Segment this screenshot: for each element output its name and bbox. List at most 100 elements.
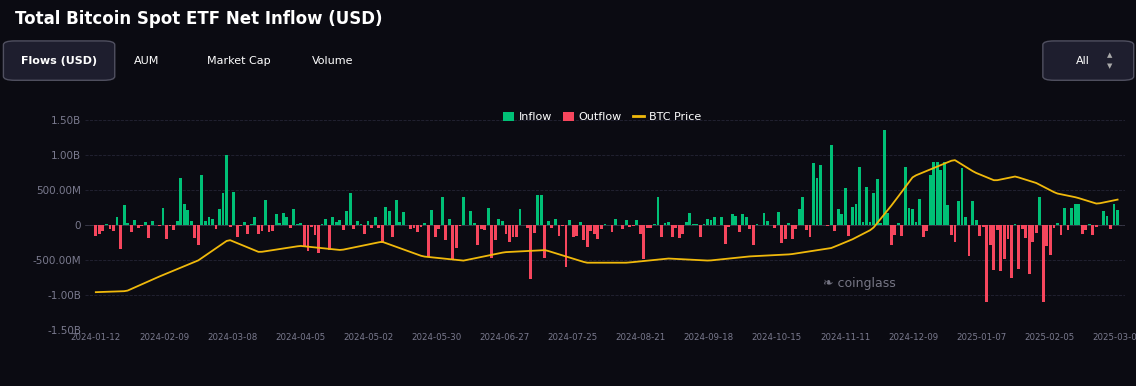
Text: AUM: AUM <box>134 56 159 66</box>
Bar <box>667 222 670 225</box>
Bar <box>384 207 387 225</box>
Text: Total Bitcoin Spot ETF Net Inflow (USD): Total Bitcoin Spot ETF Net Inflow (USD) <box>15 10 383 28</box>
Bar <box>314 225 317 235</box>
Bar <box>975 220 978 225</box>
Bar <box>381 225 384 243</box>
Bar <box>335 222 337 225</box>
Bar <box>568 220 571 225</box>
Bar <box>854 203 858 225</box>
Bar <box>625 220 627 225</box>
Bar <box>819 165 822 225</box>
Bar <box>752 225 754 245</box>
Bar <box>236 225 239 237</box>
Bar <box>1000 225 1002 271</box>
Bar <box>310 225 312 227</box>
Bar <box>638 225 642 234</box>
Bar <box>794 225 797 229</box>
Bar <box>282 213 285 225</box>
Bar <box>320 223 324 225</box>
Bar <box>151 221 153 225</box>
Bar <box>324 218 327 225</box>
Bar <box>774 225 776 228</box>
Bar <box>232 192 235 225</box>
Bar <box>211 218 214 225</box>
Bar <box>197 225 200 245</box>
Bar <box>904 167 907 225</box>
Bar <box>749 225 751 229</box>
Bar <box>412 225 416 228</box>
Text: Market Cap: Market Cap <box>207 56 272 66</box>
Bar <box>929 175 932 225</box>
Bar <box>419 225 423 227</box>
Bar <box>707 220 709 225</box>
Bar <box>1053 225 1055 228</box>
Bar <box>469 211 471 225</box>
Bar <box>603 224 607 225</box>
Bar <box>367 221 369 225</box>
Bar <box>575 225 578 236</box>
Bar <box>94 225 98 236</box>
Bar <box>126 223 130 225</box>
Bar <box>144 222 147 225</box>
Bar <box>889 225 893 245</box>
Bar <box>190 221 193 225</box>
Bar <box>218 210 222 225</box>
Bar <box>1035 225 1037 234</box>
Bar <box>504 225 508 234</box>
Bar <box>161 208 165 225</box>
Bar <box>1077 204 1080 225</box>
Bar <box>536 195 540 225</box>
Bar <box>317 225 320 254</box>
Bar <box>300 223 302 225</box>
Bar <box>1003 225 1005 259</box>
Bar <box>257 225 260 234</box>
Bar <box>529 225 532 279</box>
Bar <box>816 178 818 225</box>
Bar <box>777 212 779 225</box>
Bar <box>395 200 398 225</box>
Bar <box>1085 225 1087 230</box>
Bar <box>911 209 914 225</box>
Bar <box>554 219 557 225</box>
Bar <box>600 225 603 229</box>
Bar <box>578 222 582 225</box>
Bar <box>766 221 769 225</box>
Bar <box>590 225 592 231</box>
Text: ❧ coinglass: ❧ coinglass <box>824 277 896 290</box>
Bar <box>879 223 883 225</box>
Bar <box>632 225 635 226</box>
Bar <box>540 195 543 225</box>
Bar <box>519 209 521 225</box>
Bar <box>193 225 197 239</box>
Bar <box>762 213 766 225</box>
Bar <box>834 225 836 231</box>
Bar <box>186 210 190 225</box>
Bar <box>837 209 840 225</box>
Bar <box>968 225 970 256</box>
Bar <box>345 211 349 225</box>
Bar <box>628 225 632 227</box>
Bar <box>866 187 868 225</box>
Bar <box>610 225 613 232</box>
Bar <box>101 225 105 231</box>
Bar <box>327 225 331 250</box>
Bar <box>456 225 458 248</box>
Text: ▲: ▲ <box>1108 52 1113 58</box>
Bar <box>349 193 352 225</box>
Bar <box>487 208 490 225</box>
Bar <box>1095 225 1097 227</box>
Bar <box>982 225 985 227</box>
Bar <box>886 213 889 225</box>
Text: ▼: ▼ <box>1108 63 1113 69</box>
Bar <box>646 225 649 229</box>
Bar <box>409 225 412 229</box>
Bar <box>260 225 264 231</box>
Bar <box>985 225 988 302</box>
Bar <box>116 217 118 225</box>
Bar <box>416 225 419 232</box>
Bar <box>342 225 344 230</box>
Bar <box>352 225 356 229</box>
Bar <box>360 224 362 225</box>
Bar <box>1010 225 1013 278</box>
Bar <box>303 225 306 245</box>
